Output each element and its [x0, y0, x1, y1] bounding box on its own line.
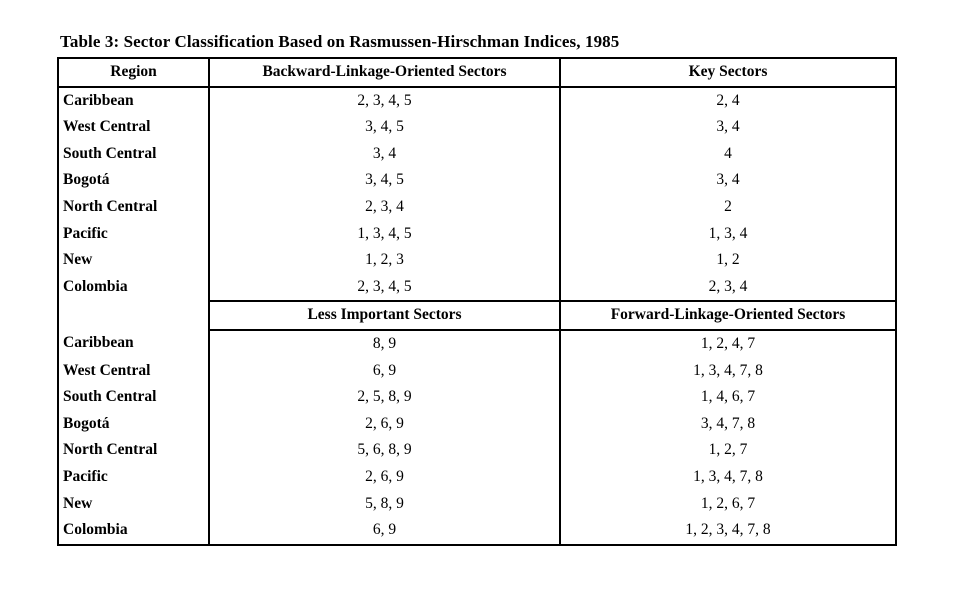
- less-important-sectors-cell: 5, 8, 9: [208, 490, 561, 518]
- region-cell: New: [63, 251, 93, 269]
- region-cell: Bogotá: [63, 414, 110, 432]
- region-cell: Pacific: [63, 467, 108, 485]
- region-cell: Colombia: [63, 278, 128, 296]
- col-header-forward-linkage: Forward-Linkage-Oriented Sectors: [560, 300, 896, 331]
- key-sectors-cell: 3, 4: [716, 171, 740, 189]
- key-sectors-cell: 2: [724, 197, 732, 215]
- key-sectors-cell: 2, 4: [716, 91, 740, 109]
- key-sectors-cell: 1, 3, 4: [708, 224, 748, 242]
- backward-sectors-cell: 3, 4, 5: [208, 114, 561, 141]
- table-row: Pacific 2, 6, 9 1, 3, 4, 7, 8: [58, 463, 896, 491]
- table-row: West Central 3, 4, 5 3, 4: [58, 114, 896, 141]
- sector-classification-table: Region Backward-Linkage-Oriented Sectors…: [57, 57, 897, 546]
- backward-sectors-cell: 2, 3, 4: [208, 193, 561, 221]
- table-row: South Central 3, 4 4: [58, 140, 896, 168]
- backward-sectors-cell: 2, 3, 4, 5: [208, 273, 561, 302]
- col-header-less-important: Less Important Sectors: [208, 300, 561, 331]
- key-sectors-cell: 2, 3, 4: [708, 277, 748, 295]
- header-row-top: Region Backward-Linkage-Oriented Sectors…: [58, 58, 896, 88]
- header-row-middle: Less Important Sectors Forward-Linkage-O…: [58, 300, 896, 331]
- table-row: Bogotá 3, 4, 5 3, 4: [58, 167, 896, 194]
- forward-sectors-cell: 1, 2, 4, 7: [700, 334, 756, 352]
- forward-sectors-cell: 3, 4, 7, 8: [700, 414, 756, 432]
- less-important-sectors-cell: 2, 6, 9: [208, 410, 561, 438]
- region-cell: Colombia: [63, 521, 128, 539]
- backward-sectors-cell: 3, 4, 5: [208, 167, 561, 194]
- key-sectors-cell: 4: [724, 144, 732, 162]
- table-row: Caribbean 2, 3, 4, 5 2, 4: [58, 86, 896, 115]
- region-cell: South Central: [63, 388, 157, 406]
- table-row: North Central 5, 6, 8, 9 1, 2, 7: [58, 437, 896, 464]
- table-row: North Central 2, 3, 4 2: [58, 193, 896, 221]
- table-row: Colombia 6, 9 1, 2, 3, 4, 7, 8: [58, 517, 896, 545]
- backward-sectors-cell: 3, 4: [208, 140, 561, 168]
- less-important-sectors-cell: 6, 9: [208, 517, 561, 545]
- forward-sectors-cell: 1, 3, 4, 7, 8: [693, 467, 763, 485]
- region-cell: West Central: [63, 361, 151, 379]
- table-row: West Central 6, 9 1, 3, 4, 7, 8: [58, 357, 896, 385]
- region-cell: West Central: [63, 118, 151, 136]
- backward-sectors-cell: 1, 2, 3: [208, 247, 561, 274]
- key-sectors-cell: 3, 4: [716, 118, 740, 136]
- region-cell: North Central: [63, 441, 158, 459]
- forward-sectors-cell: 1, 2, 3, 4, 7, 8: [685, 521, 771, 539]
- table-caption: Table 3: Sector Classification Based on …: [60, 32, 620, 51]
- less-important-sectors-cell: 6, 9: [208, 357, 561, 385]
- backward-sectors-cell: 1, 3, 4, 5: [208, 220, 561, 248]
- key-sectors-cell: 1, 2: [716, 251, 740, 269]
- region-cell: New: [63, 494, 93, 512]
- table-row: Bogotá 2, 6, 9 3, 4, 7, 8: [58, 410, 896, 438]
- backward-sectors-cell: 2, 3, 4, 5: [208, 86, 561, 115]
- less-important-sectors-cell: 2, 5, 8, 9: [208, 384, 561, 411]
- region-cell: Caribbean: [63, 334, 134, 352]
- less-important-sectors-cell: 5, 6, 8, 9: [208, 437, 561, 464]
- region-cell: South Central: [63, 144, 157, 162]
- table-row: Caribbean 8, 9 1, 2, 4, 7: [58, 329, 896, 358]
- col-header-key-sectors: Key Sectors: [560, 58, 896, 88]
- forward-sectors-cell: 1, 4, 6, 7: [700, 388, 756, 406]
- col-header-empty: [58, 301, 209, 330]
- col-header-backward-linkage: Backward-Linkage-Oriented Sectors: [208, 58, 561, 88]
- region-cell: Caribbean: [63, 91, 134, 109]
- forward-sectors-cell: 1, 2, 7: [708, 441, 748, 459]
- forward-sectors-cell: 1, 2, 6, 7: [700, 494, 756, 512]
- table-row: New 5, 8, 9 1, 2, 6, 7: [58, 490, 896, 518]
- less-important-sectors-cell: 8, 9: [208, 329, 561, 358]
- region-cell: North Central: [63, 197, 158, 215]
- forward-sectors-cell: 1, 3, 4, 7, 8: [693, 361, 763, 379]
- table-row: Pacific 1, 3, 4, 5 1, 3, 4: [58, 220, 896, 248]
- less-important-sectors-cell: 2, 6, 9: [208, 463, 561, 491]
- table-row: New 1, 2, 3 1, 2: [58, 247, 896, 274]
- table-row: Colombia 2, 3, 4, 5 2, 3, 4: [58, 273, 896, 302]
- region-cell: Pacific: [63, 224, 108, 242]
- table-row: South Central 2, 5, 8, 9 1, 4, 6, 7: [58, 384, 896, 411]
- region-cell: Bogotá: [63, 171, 110, 189]
- col-header-region: Region: [58, 58, 209, 88]
